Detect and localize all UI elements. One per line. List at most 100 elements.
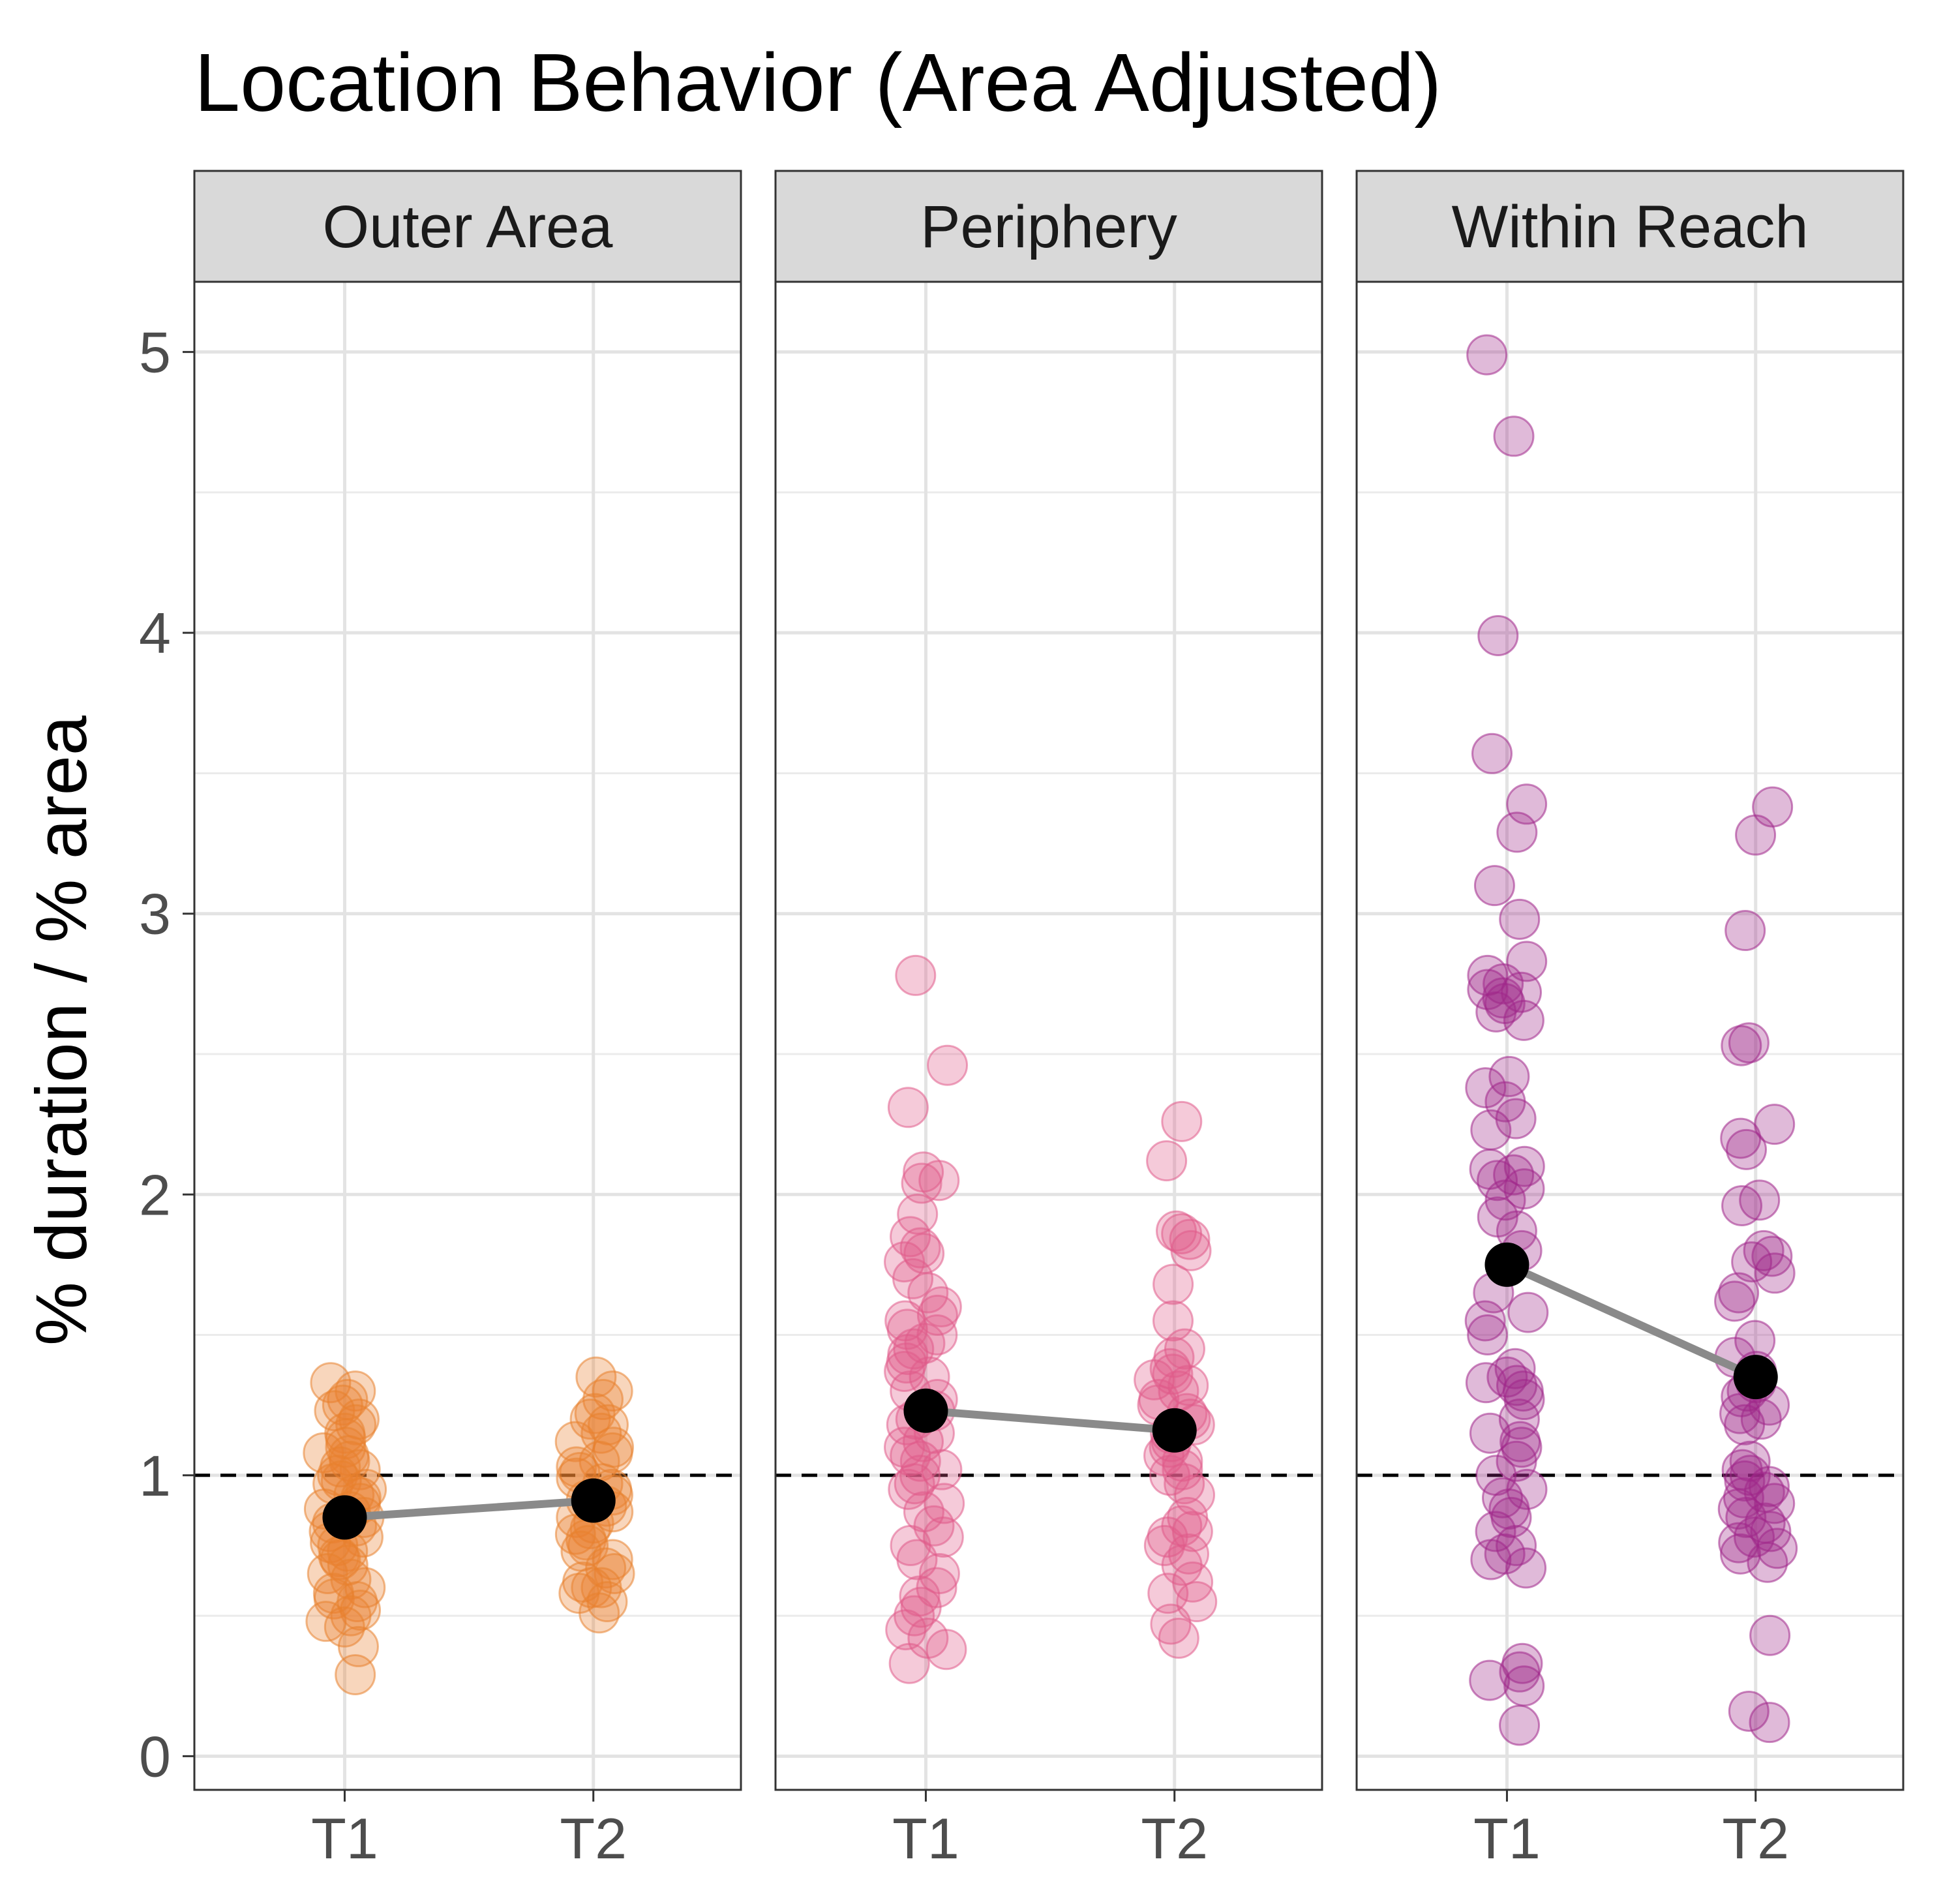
x-tick-label-t1: T1 [892, 1806, 959, 1871]
data-point [1469, 1659, 1511, 1701]
data-point [1496, 1365, 1538, 1406]
data-point [1503, 1168, 1545, 1210]
data-point [1464, 1300, 1506, 1342]
data-point [896, 1539, 938, 1580]
data-point [1743, 1230, 1785, 1271]
data-point [1496, 811, 1538, 853]
data-point [1724, 1404, 1766, 1445]
data-point [575, 1356, 617, 1398]
data-point [1174, 1474, 1216, 1516]
data-point [1754, 1252, 1796, 1294]
panel-within-reach: Within Reach T1 T2 [1355, 170, 1905, 1871]
panels: Outer Area T1 T2 Periphery T1 T2 Within Reach T… [193, 170, 1905, 1871]
data-point [592, 1432, 633, 1473]
data-point [894, 1463, 935, 1505]
data-point [888, 1468, 929, 1510]
data-point [1721, 1025, 1762, 1066]
data-point [1158, 1618, 1199, 1659]
data-point [1714, 1280, 1756, 1322]
data-point [1493, 416, 1535, 457]
data-point [1720, 1117, 1762, 1159]
data-point [1739, 1179, 1781, 1221]
mean-point-t1 [1484, 1242, 1529, 1287]
data-point [1496, 1524, 1537, 1566]
data-point [1152, 1300, 1194, 1342]
panel-periphery: Periphery T1 T2 [774, 170, 1323, 1871]
y-axis-title: % duration / % area [22, 715, 102, 1346]
data-point [1495, 1098, 1537, 1140]
data-point [579, 1592, 620, 1634]
mean-line [1505, 1261, 1758, 1381]
data-point [1719, 1533, 1761, 1575]
data-point [1470, 1109, 1512, 1151]
data-point [1750, 1511, 1792, 1552]
mean-point-t2 [1733, 1355, 1778, 1400]
data-point [1471, 733, 1513, 774]
data-point [885, 1609, 927, 1651]
data-point [895, 954, 937, 996]
data-point [887, 1087, 929, 1128]
mean-point-t2 [571, 1478, 616, 1523]
y-tick-label: 2 [139, 1162, 171, 1227]
panel-border [774, 280, 1323, 1791]
data-point [1721, 1185, 1763, 1226]
data-point [1499, 1704, 1541, 1746]
facet-label: Outer Area [323, 194, 614, 260]
y-tick-label: 1 [139, 1443, 171, 1508]
data-point [1505, 1547, 1547, 1589]
data-point [1470, 1539, 1512, 1580]
data-point [1169, 1218, 1211, 1260]
x-tick-label-t1: T1 [311, 1806, 378, 1871]
data-point [1176, 1581, 1218, 1623]
mean-point-t2 [1152, 1408, 1197, 1453]
panel-outer-area: Outer Area T1 T2 [193, 170, 742, 1871]
data-point [1477, 614, 1519, 656]
data-point [1146, 1140, 1188, 1182]
data-point [1731, 1241, 1773, 1283]
data-point [900, 1586, 942, 1628]
data-point [1749, 1702, 1790, 1744]
data-point [922, 1517, 964, 1558]
data-point [1506, 783, 1548, 825]
y-tick-label: 4 [139, 601, 171, 665]
data-point [567, 1524, 609, 1566]
data-point [1496, 1440, 1537, 1482]
facet-strip [1355, 170, 1905, 283]
facet-strip [774, 170, 1323, 283]
data-point [1748, 1466, 1790, 1507]
facet-label: Periphery [920, 194, 1177, 260]
mean-point-t1 [903, 1388, 948, 1433]
y-axis: 0 1 2 3 4 5 [139, 320, 194, 1789]
data-point [926, 1629, 967, 1670]
data-point [1170, 1230, 1212, 1271]
panel-border [1355, 280, 1905, 1791]
mean-point-t1 [322, 1495, 367, 1540]
data-point [927, 1044, 969, 1086]
data-point [1161, 1100, 1203, 1142]
data-point [1473, 865, 1515, 907]
data-point [888, 1642, 930, 1684]
data-point [1747, 1541, 1788, 1583]
facet-label: Within Reach [1451, 194, 1808, 260]
data-point [335, 1654, 376, 1695]
data-point [313, 1578, 355, 1620]
data-point [1749, 1614, 1791, 1656]
data-point [1734, 1517, 1775, 1558]
data-point [582, 1379, 624, 1421]
data-point [1467, 1314, 1509, 1356]
x-tick-label-t2: T2 [1141, 1806, 1208, 1871]
data-point [1503, 1145, 1545, 1187]
data-point [1150, 1603, 1192, 1645]
facet-strip [193, 170, 742, 283]
chart-title: Location Behavior (Area Adjusted) [194, 37, 1441, 128]
data-point [1507, 1292, 1549, 1333]
data-point [901, 1162, 942, 1204]
data-point [1503, 999, 1544, 1041]
x-tick-label-t2: T2 [1722, 1806, 1789, 1871]
data-point [1740, 1398, 1782, 1440]
data-point [592, 1539, 633, 1580]
data-point [1499, 898, 1541, 940]
data-point [924, 1483, 965, 1524]
